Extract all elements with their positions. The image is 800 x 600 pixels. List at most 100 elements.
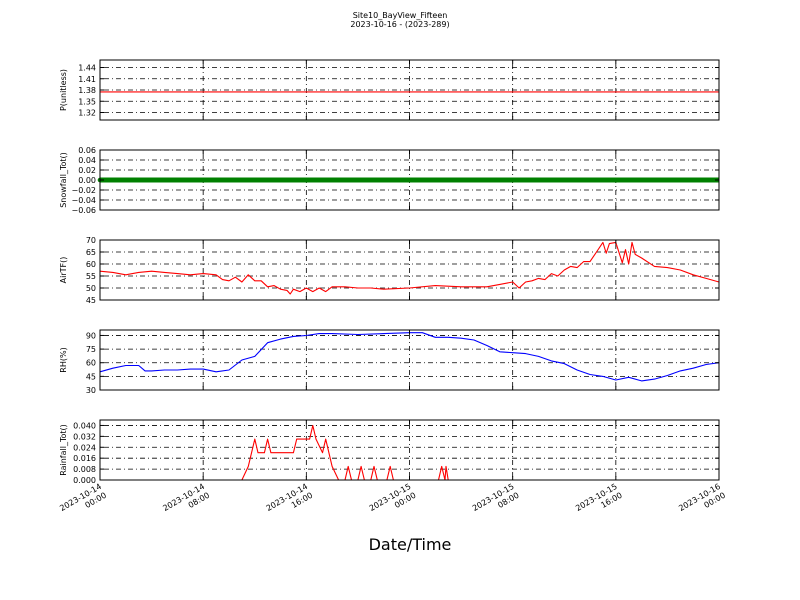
series-marker — [235, 177, 240, 183]
y-tick-label: 1.35 — [78, 97, 96, 106]
series-marker — [581, 177, 587, 183]
x-axis-label: Date/Time — [369, 535, 452, 554]
y-tick-label: 55 — [86, 272, 96, 281]
series-marker — [207, 177, 213, 183]
y-tick-label: 0.000 — [73, 476, 96, 485]
series-marker — [317, 177, 323, 183]
series-marker — [312, 177, 317, 183]
panel-1: 1.32 1.35 1.38 1.41 1.44 P(unitless) — [59, 59, 720, 121]
y-tick-label: 1.38 — [78, 86, 96, 95]
series-marker — [411, 177, 416, 183]
series-marker — [180, 177, 185, 183]
series-marker — [389, 177, 394, 183]
series-marker — [488, 177, 493, 183]
series-line-1 — [99, 241, 720, 295]
series-marker — [229, 177, 235, 183]
series-marker — [152, 177, 158, 183]
y-tick-label: 1.44 — [78, 64, 96, 73]
y-tick-label: −0.04 — [71, 196, 96, 205]
series-marker — [416, 177, 422, 183]
series-marker — [103, 177, 108, 183]
series-marker — [224, 177, 229, 183]
series-marker — [669, 177, 675, 183]
series-marker — [240, 177, 246, 183]
y-tick-label: 0.04 — [78, 156, 96, 165]
series-marker — [125, 177, 130, 183]
series-marker — [136, 177, 141, 183]
series-marker — [554, 177, 559, 183]
series-marker — [191, 177, 196, 183]
x-tick-label: 2023-10-1516:00 — [574, 482, 624, 522]
series-marker — [499, 177, 504, 183]
y-tick-label: 0.016 — [73, 454, 96, 463]
y-tick-label: 0.06 — [78, 146, 96, 155]
y-tick-label: 1.32 — [78, 109, 96, 118]
series-marker — [680, 177, 686, 183]
series-marker — [279, 177, 284, 183]
y-tick-label: 45 — [86, 296, 96, 305]
y-tick-label: 0.00 — [78, 176, 96, 185]
series-marker — [158, 177, 163, 183]
series-marker — [620, 177, 625, 183]
series-marker — [598, 177, 603, 183]
series-marker — [460, 177, 466, 183]
series-marker — [284, 177, 290, 183]
y-tick-label: 65 — [86, 248, 96, 257]
y-tick-label: 0.040 — [73, 421, 96, 430]
series-marker — [108, 177, 114, 183]
series-marker — [147, 177, 152, 183]
series-marker — [603, 177, 609, 183]
series-marker — [658, 177, 664, 183]
series-marker — [169, 177, 174, 183]
series-marker — [372, 177, 378, 183]
series-marker — [400, 177, 405, 183]
panel-2: −0.06−0.04−0.020.000.020.040.06 Snowfall_… — [59, 146, 720, 215]
y-axis-label: RH(%) — [59, 347, 68, 372]
x-tick-label: 2023-10-1408:00 — [161, 482, 211, 522]
y-axis-label: Rainfall_Tot() — [59, 424, 68, 476]
series-marker — [218, 177, 224, 183]
series-marker — [455, 177, 460, 183]
series-marker — [350, 177, 356, 183]
series-marker — [323, 177, 328, 183]
panel-4: 30 45 60 75 90 RH(%) — [59, 329, 720, 395]
series-marker — [361, 177, 367, 183]
series-marker — [163, 177, 169, 183]
y-tick-label: 0.02 — [78, 166, 96, 175]
series-marker — [290, 177, 295, 183]
series-marker — [268, 177, 273, 183]
series-marker — [697, 177, 702, 183]
series-marker — [422, 177, 427, 183]
series-marker — [471, 177, 477, 183]
series-marker — [339, 177, 345, 183]
y-tick-label: −0.06 — [71, 206, 96, 215]
series-line-1 — [99, 332, 720, 382]
series-marker — [559, 177, 565, 183]
series-marker — [466, 177, 471, 183]
series-marker — [543, 177, 548, 183]
series-marker — [367, 177, 372, 183]
series-marker — [427, 177, 433, 183]
panels: 1.321.351.381.411.44P(unitless)−0.06−0.0… — [59, 59, 720, 485]
series-marker — [273, 177, 279, 183]
series-marker — [114, 177, 119, 183]
series-marker — [614, 177, 620, 183]
x-tick-label: 2023-10-1400:00 — [58, 482, 108, 522]
series-marker — [675, 177, 680, 183]
series-marker — [526, 177, 532, 183]
series-marker — [686, 177, 691, 183]
series-marker — [642, 177, 647, 183]
y-tick-label: 60 — [86, 260, 96, 269]
y-tick-label: 1.41 — [78, 75, 96, 84]
x-tick-labels: 2023-10-1400:00 2023-10-1408:00 2023-10-14… — [58, 482, 727, 522]
series-marker — [609, 177, 614, 183]
series-marker — [251, 177, 257, 183]
series-marker — [537, 177, 543, 183]
series-marker — [444, 177, 449, 183]
x-tick-label: 2023-10-1416:00 — [265, 482, 315, 522]
y-tick-label: −0.02 — [71, 186, 96, 195]
series-marker — [570, 177, 576, 183]
series-marker — [521, 177, 526, 183]
series-marker — [196, 177, 202, 183]
